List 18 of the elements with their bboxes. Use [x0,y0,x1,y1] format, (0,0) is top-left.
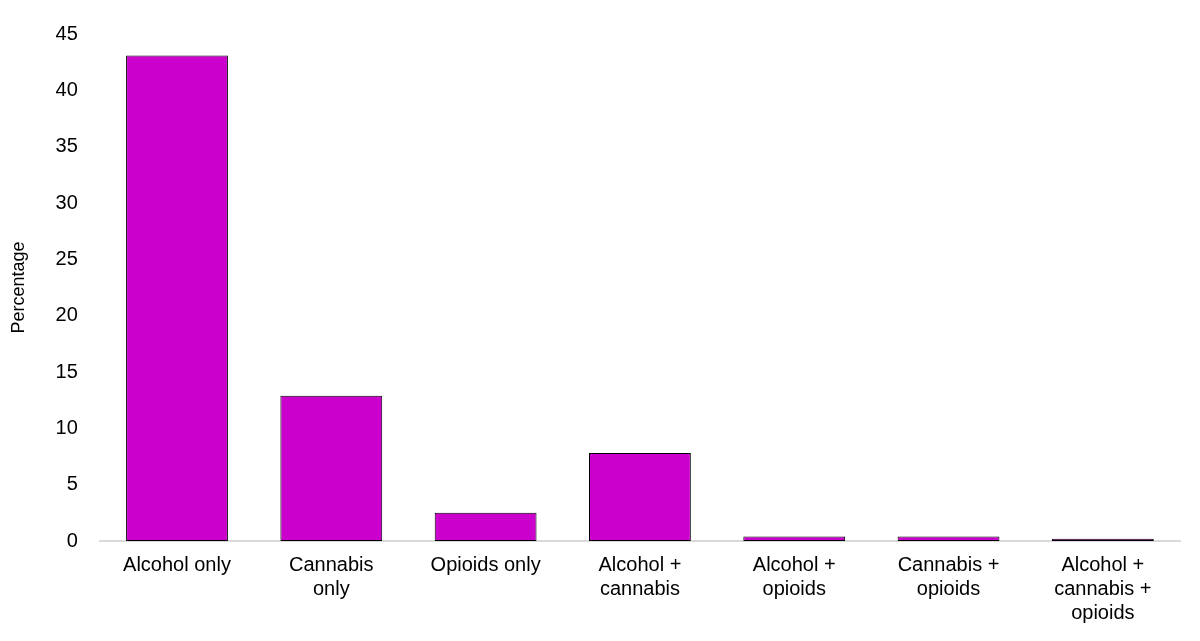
y-tick-label: 15 [55,359,78,382]
x-tick-label: Alcohol + cannabis + opioids [1054,552,1152,623]
y-tick-label: 10 [55,415,78,438]
x-tick-label: Alcohol + opioids [752,552,836,599]
y-tick-label: 30 [55,190,78,213]
y-axis-title: Percentage [7,241,28,334]
y-tick-label: 0 [66,528,78,551]
x-tick-label: Alcohol + cannabis [598,552,682,599]
y-tick-label: 20 [55,303,78,326]
x-tick-label: Alcohol only [123,552,231,575]
y-tick-label: 40 [55,77,78,100]
y-tick-label: 25 [55,246,78,269]
y-tick-label: 45 [55,21,78,44]
y-tick-label: 5 [66,472,78,495]
x-tick-label: Cannabis + opioids [897,552,1000,599]
x-tick-label: Cannabis only [289,552,374,599]
x-tick-label: Opioids only [430,552,541,575]
y-tick-label: 35 [55,134,78,157]
